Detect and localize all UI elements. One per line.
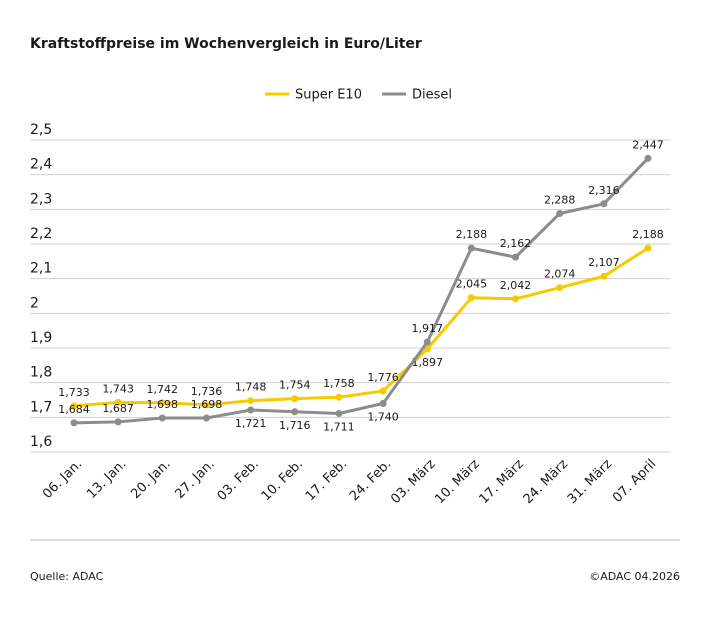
data-label: 2,162 <box>500 237 532 250</box>
chart-title: Kraftstoffpreise im Wochenvergleich in E… <box>30 36 422 52</box>
data-label: 2,045 <box>456 278 488 291</box>
data-label: 2,188 <box>456 228 488 241</box>
x-tick-label: 17. März <box>477 457 527 507</box>
x-tick-label: 31. März <box>565 457 615 507</box>
data-point <box>512 253 520 261</box>
y-tick-label: 2,1 <box>30 261 52 277</box>
x-tick-label: 10. Feb. <box>259 457 306 504</box>
x-tick-label: 20. Jan. <box>128 457 173 502</box>
data-label: 1,740 <box>367 410 399 423</box>
x-tick-label: 24. Feb. <box>347 457 394 504</box>
y-tick-label: 1,9 <box>30 330 52 346</box>
data-point <box>556 209 564 217</box>
x-tick-label: 24. März <box>521 457 571 507</box>
data-point <box>600 272 608 280</box>
copyright: ©ADAC 04.2026 <box>589 570 680 583</box>
legend-label: Super E10 <box>295 88 362 103</box>
data-label: 1,897 <box>411 356 443 369</box>
series-line <box>73 157 650 425</box>
data-point <box>158 414 166 422</box>
x-tick-label: 03. März <box>388 457 438 507</box>
data-label: 2,188 <box>632 228 664 241</box>
y-tick-label: 2,5 <box>30 122 52 138</box>
data-label: 1,711 <box>323 421 355 434</box>
data-point <box>600 200 608 208</box>
data-point <box>644 244 652 252</box>
y-tick-label: 2 <box>30 295 39 311</box>
data-label: 1,743 <box>102 382 134 395</box>
x-tick-label: 17. Feb. <box>303 457 350 504</box>
data-point <box>70 402 78 410</box>
data-point <box>379 399 387 407</box>
data-label: 1,684 <box>58 403 90 416</box>
data-label: 1,721 <box>235 417 267 430</box>
data-point <box>202 414 210 422</box>
data-label: 1,698 <box>191 398 223 411</box>
data-point <box>423 345 431 353</box>
x-tick-label: 07. April <box>610 457 659 506</box>
x-tick-label: 13. Jan. <box>84 457 129 502</box>
y-tick-label: 1,6 <box>30 434 52 450</box>
data-point <box>644 154 652 162</box>
data-label: 2,316 <box>588 184 620 197</box>
data-point <box>291 408 299 416</box>
y-tick-label: 1,8 <box>30 365 52 381</box>
x-tick-label: 06. Jan. <box>40 457 85 502</box>
data-point <box>556 284 564 292</box>
data-label: 1,733 <box>58 386 90 399</box>
data-point <box>379 387 387 395</box>
data-label: 2,074 <box>544 268 576 281</box>
data-label: 2,447 <box>632 138 664 151</box>
data-label: 2,042 <box>500 279 532 292</box>
x-tick-label: 27. Jan. <box>173 457 218 502</box>
data-label: 2,288 <box>544 193 576 206</box>
data-point <box>512 295 520 303</box>
data-label: 1,758 <box>323 377 355 390</box>
legend-label: Diesel <box>412 88 452 103</box>
data-label: 1,917 <box>411 322 443 335</box>
data-label: 1,736 <box>191 385 223 398</box>
data-point <box>467 244 475 252</box>
data-label: 1,687 <box>102 402 134 415</box>
source: Quelle: ADAC <box>30 570 104 583</box>
data-point <box>423 338 431 346</box>
y-tick-label: 2,3 <box>30 191 52 207</box>
data-point <box>70 419 78 427</box>
series-line <box>73 246 649 408</box>
data-label: 1,742 <box>147 383 179 396</box>
data-label: 2,107 <box>588 256 620 269</box>
data-label: 1,748 <box>235 381 267 394</box>
data-point <box>335 393 343 401</box>
y-tick-label: 2,2 <box>30 226 52 242</box>
data-point <box>247 406 255 414</box>
data-point <box>247 397 255 405</box>
data-label: 1,776 <box>367 371 399 384</box>
data-label: 1,754 <box>279 379 311 392</box>
x-tick-label: 10. März <box>432 457 482 507</box>
data-label: 1,698 <box>147 398 179 411</box>
y-tick-label: 1,7 <box>30 399 52 415</box>
data-point <box>202 401 210 409</box>
data-point <box>114 418 122 426</box>
y-tick-label: 2,4 <box>30 157 52 173</box>
data-point <box>291 395 299 403</box>
data-point <box>335 410 343 418</box>
data-label: 1,716 <box>279 419 311 432</box>
data-point <box>467 294 475 302</box>
data-point <box>158 399 166 407</box>
data-point <box>114 398 122 406</box>
x-tick-label: 03. Feb. <box>215 457 262 504</box>
